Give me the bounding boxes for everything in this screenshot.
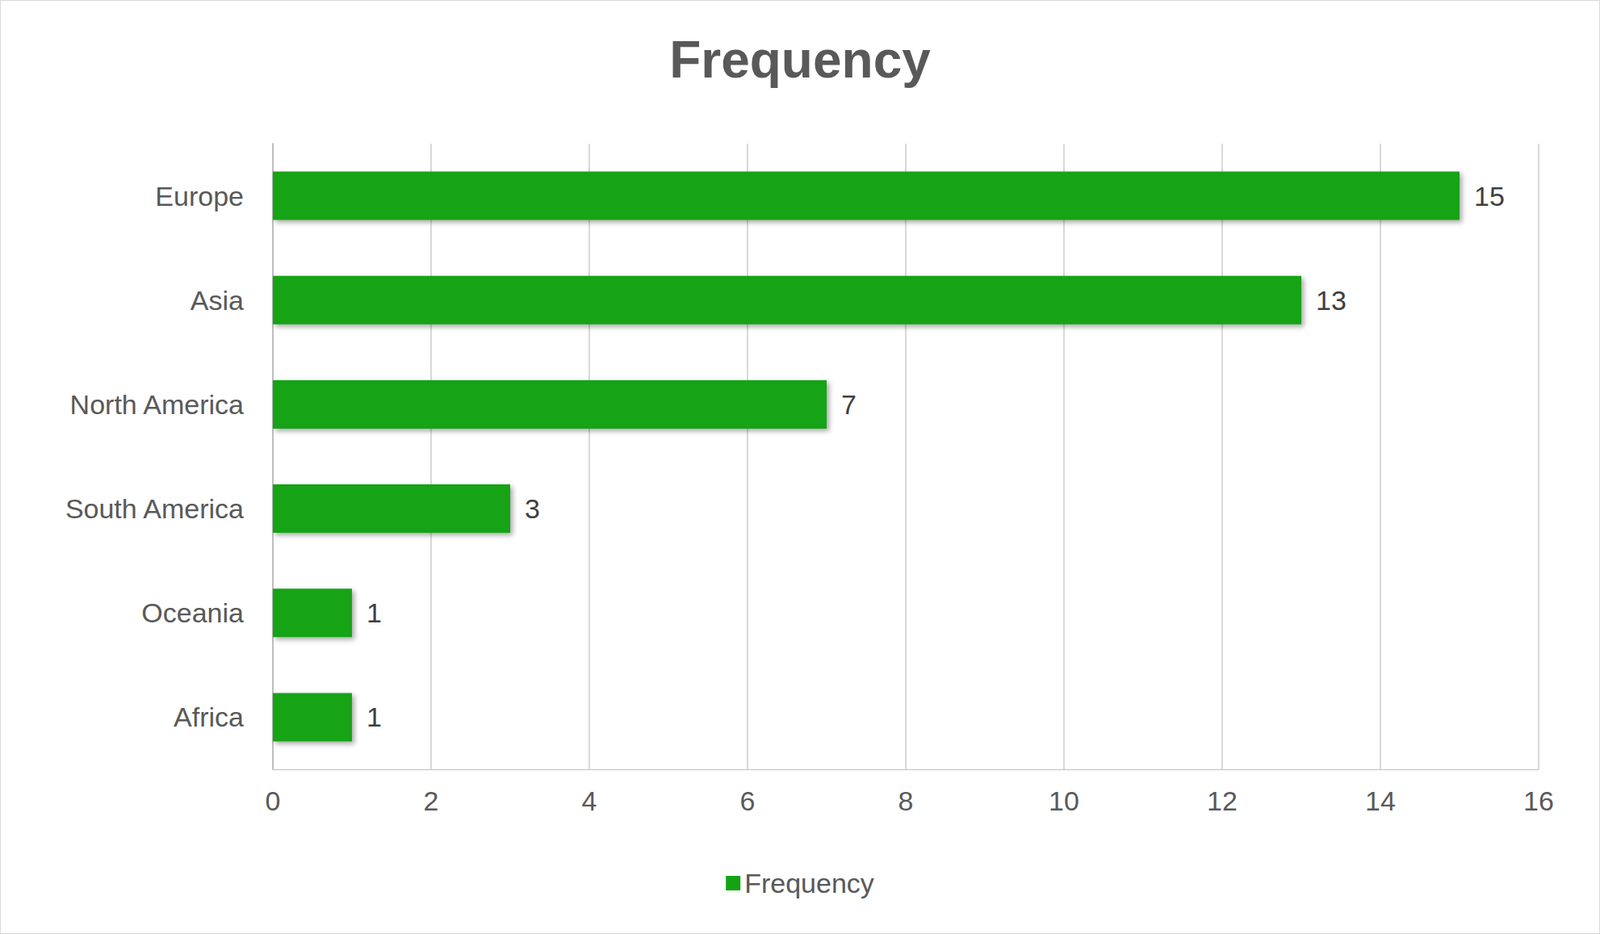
svg-text:0: 0	[265, 785, 281, 817]
svg-text:Asia: Asia	[190, 284, 244, 316]
svg-text:Europe: Europe	[154, 180, 244, 212]
svg-text:3: 3	[524, 493, 541, 524]
svg-text:South America: South America	[65, 493, 244, 524]
svg-text:14: 14	[1365, 785, 1396, 817]
svg-text:4: 4	[582, 785, 598, 817]
svg-text:16: 16	[1523, 785, 1554, 817]
svg-text:8: 8	[898, 785, 914, 817]
svg-text:Frequency: Frequency	[744, 867, 875, 899]
svg-text:13: 13	[1315, 284, 1347, 316]
svg-text:Africa: Africa	[173, 701, 244, 733]
svg-text:15: 15	[1474, 180, 1505, 212]
svg-text:10: 10	[1048, 785, 1080, 817]
svg-text:2: 2	[423, 785, 440, 817]
svg-text:North America: North America	[70, 389, 244, 420]
svg-text:6: 6	[740, 785, 756, 817]
svg-text:7: 7	[841, 389, 857, 420]
svg-text:Oceania: Oceania	[141, 597, 244, 629]
svg-text:1: 1	[366, 701, 382, 733]
svg-text:12: 12	[1206, 785, 1238, 817]
svg-text:1: 1	[366, 597, 382, 629]
svg-text:Frequency: Frequency	[669, 30, 931, 89]
